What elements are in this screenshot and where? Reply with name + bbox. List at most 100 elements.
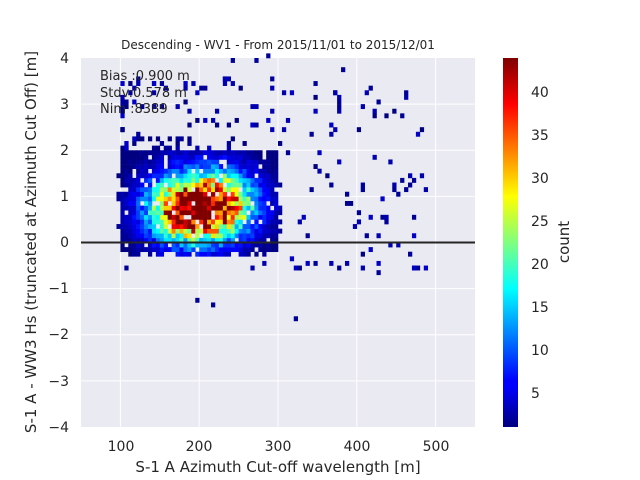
heatmap-cell (392, 182, 397, 188)
heatmap-cell (258, 168, 263, 174)
x-tick-label: 500 (423, 439, 450, 455)
heatmap-cell (329, 260, 334, 266)
heatmap-cell (246, 196, 251, 202)
heatmap-cell (270, 237, 275, 243)
heatmap-cell (159, 237, 165, 243)
heatmap-cell (120, 191, 125, 197)
heatmap-cell (163, 85, 168, 91)
heatmap-cell (159, 228, 165, 234)
heatmap-cell (238, 200, 243, 206)
heatmap-cell (155, 136, 161, 142)
heatmap-cell (266, 247, 271, 253)
heatmap-cell (270, 76, 275, 82)
heatmap-cell (175, 187, 180, 193)
heatmap-cell (136, 228, 141, 234)
heatmap-cell (171, 237, 176, 243)
colorbar-tick-label: 35 (531, 128, 549, 144)
heatmap-cell (120, 150, 125, 156)
heatmap-cell (333, 127, 338, 133)
heatmap-cell (191, 191, 196, 197)
heatmap-cell (179, 150, 184, 156)
heatmap-cell (195, 164, 200, 169)
heatmap-cell (254, 233, 259, 239)
heatmap-cell (274, 191, 279, 197)
heatmap-cell (136, 224, 141, 229)
colorbar-tick-label: 5 (531, 386, 540, 402)
heatmap-cell (337, 99, 342, 105)
heatmap-cell (274, 228, 279, 234)
heatmap-cell (151, 210, 157, 216)
heatmap-cell (183, 219, 188, 225)
heatmap-cell (400, 113, 405, 119)
heatmap-cell (120, 154, 125, 160)
heatmap-cell (246, 191, 251, 197)
heatmap-cell (238, 164, 243, 169)
heatmap-cell (254, 122, 259, 128)
heatmap-cell (262, 196, 267, 202)
heatmap-cell (120, 127, 125, 133)
heatmap-cell (218, 242, 224, 248)
heatmap-cell (155, 154, 161, 160)
heatmap-cell (140, 164, 145, 169)
heatmap-cell (175, 224, 180, 229)
heatmap-cell (317, 150, 322, 156)
heatmap-cell (144, 228, 149, 234)
heatmap-cell (144, 164, 149, 169)
heatmap-cell (159, 233, 165, 239)
heatmap-cell (211, 173, 216, 179)
heatmap-cell (144, 168, 149, 174)
heatmap-cell (344, 200, 350, 206)
heatmap-cell (128, 228, 133, 234)
heatmap-cell (242, 210, 247, 216)
heatmap-cell (124, 196, 129, 202)
heatmap-cell (226, 214, 232, 220)
heatmap-cell (222, 237, 228, 243)
heatmap-cell (270, 228, 275, 234)
heatmap-cell (211, 302, 216, 308)
heatmap-cell (187, 191, 192, 197)
heatmap-cell (274, 159, 279, 165)
heatmap-cell (179, 159, 184, 165)
heatmap-cell (159, 81, 165, 86)
heatmap-cell (183, 85, 188, 91)
heatmap-cell (238, 242, 243, 248)
heatmap-cell (187, 177, 192, 183)
heatmap-cell (207, 214, 212, 220)
heatmap-cell (195, 145, 200, 151)
heatmap-cell (274, 247, 279, 253)
heatmap-cell (132, 141, 137, 146)
heatmap-cell (195, 168, 200, 174)
heatmap-cell (128, 196, 133, 202)
heatmap-cell (207, 145, 212, 151)
heatmap-cell (242, 154, 247, 160)
heatmap-cell (226, 200, 232, 206)
heatmap-cell (270, 159, 275, 165)
heatmap-cell (120, 104, 125, 110)
heatmap-cell (124, 200, 129, 206)
heatmap-cell (136, 81, 141, 86)
heatmap-cell (155, 159, 161, 165)
heatmap-cell (254, 150, 259, 156)
heatmap-cell (238, 251, 243, 257)
heatmap-cell (238, 214, 243, 220)
heatmap-cell (222, 187, 228, 193)
heatmap-cell (266, 164, 271, 169)
heatmap-cell (226, 247, 232, 253)
heatmap-cell (128, 168, 133, 174)
heatmap-cell (132, 224, 137, 229)
heatmap-cell (167, 247, 172, 253)
heatmap-cell (222, 150, 228, 156)
heatmap-cell (258, 159, 263, 165)
heatmap-cell (199, 242, 204, 248)
heatmap-cell (159, 164, 165, 169)
heatmap-cell (207, 247, 212, 253)
heatmap-cell (155, 196, 161, 202)
heatmap-cell (226, 210, 232, 216)
heatmap-cell (159, 247, 165, 253)
heatmap-cell (147, 233, 153, 239)
heatmap-cell (411, 265, 417, 271)
heatmap-cell (175, 219, 180, 225)
heatmap-cell (144, 247, 149, 253)
heatmap-cell (254, 196, 259, 202)
heatmap-cell (313, 108, 318, 114)
